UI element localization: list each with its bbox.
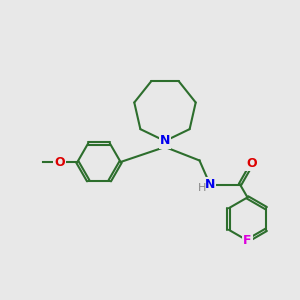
Text: F: F	[243, 234, 252, 247]
Text: O: O	[247, 157, 257, 170]
Text: H: H	[197, 183, 206, 194]
Text: N: N	[160, 134, 170, 148]
Text: O: O	[54, 155, 65, 169]
Text: N: N	[205, 178, 215, 191]
